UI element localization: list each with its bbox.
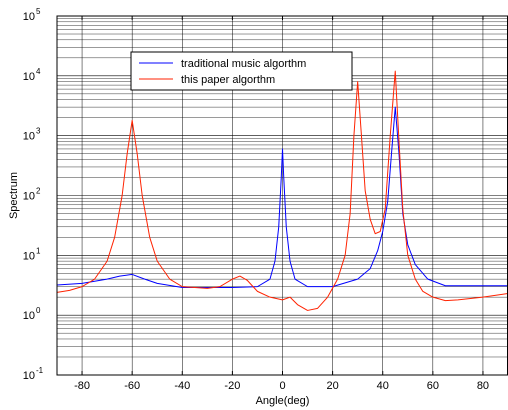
x-tick-label: 0 xyxy=(279,380,285,392)
y-axis-title: Spectrum xyxy=(8,172,20,219)
y-tick-exponent: 5 xyxy=(36,7,41,16)
y-tick-label: 10 xyxy=(23,131,35,143)
series-line-this-paper xyxy=(57,70,508,311)
x-tick-label: -60 xyxy=(124,380,140,392)
y-tick-label: 10 xyxy=(23,191,35,203)
y-tick-exponent: -1 xyxy=(36,366,44,375)
x-tick-label: 40 xyxy=(377,380,389,392)
x-tick-label: 20 xyxy=(326,380,338,392)
series-lines xyxy=(57,70,508,311)
y-tick-label: 10 xyxy=(23,71,35,83)
y-tick-label: 10 xyxy=(23,370,35,382)
legend-box xyxy=(130,51,353,91)
x-tick-label: 80 xyxy=(477,380,489,392)
series-line-traditional xyxy=(57,106,508,288)
y-tick-exponent: 1 xyxy=(36,246,41,255)
y-tick-label: 10 xyxy=(23,310,35,322)
x-tick-label: -20 xyxy=(224,380,240,392)
y-tick-exponent: 2 xyxy=(36,187,41,196)
x-tick-label: 60 xyxy=(427,380,439,392)
legend-label-this-paper: this paper algorthm xyxy=(181,74,275,86)
y-tick-label: 10 xyxy=(23,250,35,262)
axis-ticks xyxy=(81,16,484,375)
y-tick-exponent: 3 xyxy=(36,127,41,136)
x-tick-label: -80 xyxy=(74,380,90,392)
y-tick-exponent: 0 xyxy=(36,306,41,315)
legend: traditional music algorthm this paper al… xyxy=(130,51,353,91)
legend-label-traditional: traditional music algorthm xyxy=(181,58,306,70)
y-tick-label: 10 xyxy=(23,11,35,23)
x-tick-label: -40 xyxy=(174,380,190,392)
x-axis-title: Angle(deg) xyxy=(256,395,310,407)
y-tick-exponent: 4 xyxy=(36,67,41,76)
